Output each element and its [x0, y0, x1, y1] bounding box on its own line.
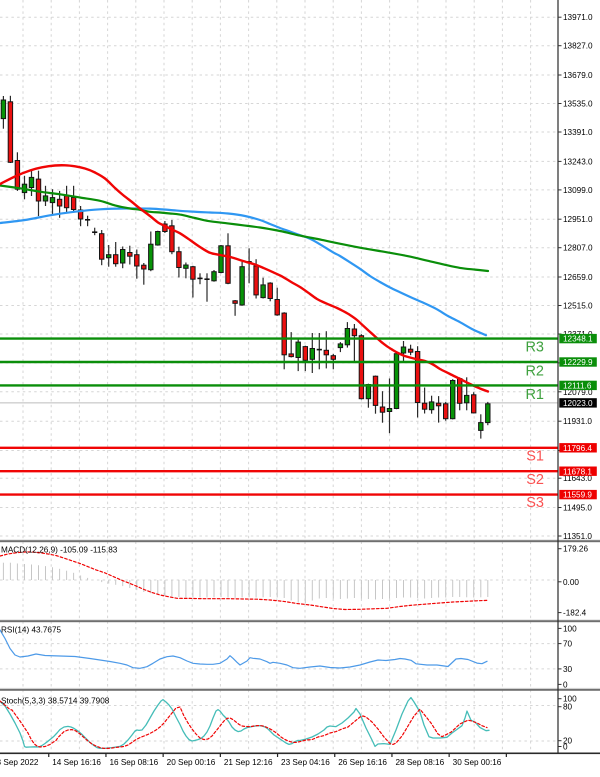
svg-text:0: 0 — [563, 680, 568, 689]
svg-text:S1: S1 — [526, 449, 544, 465]
svg-text:20: 20 — [563, 737, 573, 746]
svg-text:R3: R3 — [525, 340, 544, 356]
svg-text:11796.4: 11796.4 — [563, 444, 592, 453]
svg-text:179.26: 179.26 — [563, 545, 588, 554]
svg-text:30 Sep 00:16: 30 Sep 00:16 — [453, 758, 502, 767]
svg-text:30: 30 — [563, 665, 573, 674]
svg-text:13391.0: 13391.0 — [563, 128, 593, 137]
svg-text:13679.0: 13679.0 — [563, 71, 593, 80]
svg-text:0.00: 0.00 — [563, 578, 579, 587]
svg-text:MACD(12,26,9) -105.09 -115.83: MACD(12,26,9) -105.09 -115.83 — [1, 546, 118, 555]
svg-text:13827.0: 13827.0 — [563, 42, 593, 51]
svg-text:R1: R1 — [525, 387, 544, 403]
svg-text:100: 100 — [563, 624, 577, 633]
svg-text:14 Sep 16:16: 14 Sep 16:16 — [52, 758, 101, 767]
svg-text:11559.9: 11559.9 — [563, 491, 592, 500]
svg-text:S3: S3 — [526, 495, 544, 511]
svg-text:0: 0 — [563, 743, 568, 752]
svg-text:20 Sep 00:16: 20 Sep 00:16 — [167, 758, 216, 767]
svg-text:13971.0: 13971.0 — [563, 13, 593, 22]
svg-text:12515.0: 12515.0 — [563, 302, 593, 311]
svg-text:12023.0: 12023.0 — [563, 399, 593, 408]
svg-text:70: 70 — [563, 640, 573, 649]
svg-text:23 Sep 04:16: 23 Sep 04:16 — [281, 758, 330, 767]
svg-text:11678.1: 11678.1 — [563, 467, 592, 476]
svg-text:S2: S2 — [526, 472, 544, 488]
svg-text:11351.0: 11351.0 — [563, 532, 592, 541]
svg-text:12659.0: 12659.0 — [563, 273, 593, 282]
svg-text:100: 100 — [563, 695, 577, 704]
svg-text:12111.6: 12111.6 — [563, 382, 592, 391]
svg-text:21 Sep 12:16: 21 Sep 12:16 — [224, 758, 273, 767]
svg-text:12229.9: 12229.9 — [563, 358, 593, 367]
svg-text:12348.1: 12348.1 — [563, 335, 593, 344]
svg-text:26 Sep 16:16: 26 Sep 16:16 — [338, 758, 387, 767]
svg-text:13535.0: 13535.0 — [563, 100, 593, 109]
svg-text:Stoch(5,3,3) 38.5714 39.7908: Stoch(5,3,3) 38.5714 39.7908 — [1, 697, 110, 706]
svg-text:R2: R2 — [525, 364, 544, 380]
svg-text:12807.0: 12807.0 — [563, 244, 593, 253]
svg-text:11643.0: 11643.0 — [563, 474, 592, 483]
svg-text:-182.4: -182.4 — [563, 609, 587, 618]
svg-text:RSI(14) 43.7675: RSI(14) 43.7675 — [1, 626, 62, 635]
svg-text:11931.0: 11931.0 — [563, 417, 592, 426]
svg-text:13 Sep 2022: 13 Sep 2022 — [0, 758, 39, 767]
svg-text:16 Sep 08:16: 16 Sep 08:16 — [109, 758, 158, 767]
svg-text:12951.0: 12951.0 — [563, 215, 593, 224]
svg-text:12079.0: 12079.0 — [563, 388, 593, 397]
svg-text:28 Sep 08:16: 28 Sep 08:16 — [395, 758, 444, 767]
svg-text:13099.0: 13099.0 — [563, 186, 593, 195]
svg-text:80: 80 — [563, 703, 573, 712]
svg-text:13243.0: 13243.0 — [563, 157, 593, 166]
svg-text:11495.0: 11495.0 — [563, 504, 592, 513]
